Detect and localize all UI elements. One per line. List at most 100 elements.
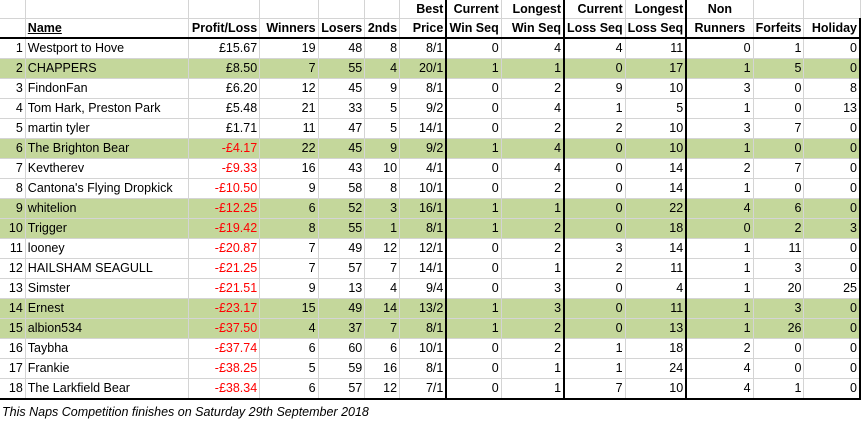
cell-longest-win-seq[interactable]: 4	[501, 38, 566, 59]
cell-profit-loss[interactable]: -£4.17	[188, 138, 261, 159]
cell-profit-loss[interactable]: -£9.33	[188, 158, 261, 179]
cell-winners[interactable]: 6	[259, 198, 319, 219]
cell-best-price[interactable]: 10/1	[399, 338, 448, 359]
cell-losers[interactable]: 45	[318, 138, 366, 159]
cell-seconds[interactable]: 8	[364, 178, 401, 199]
cell-winners[interactable]: 7	[259, 238, 319, 259]
cell-non-runners[interactable]: 4	[686, 198, 754, 219]
cell-non-runners[interactable]: 1	[686, 298, 754, 319]
cell-current-loss-seq[interactable]: 1	[564, 338, 626, 359]
cell-longest-win-seq[interactable]: 1	[501, 198, 566, 219]
cell-longest-win-seq[interactable]: 1	[501, 378, 566, 400]
cell-player-name[interactable]: The Larkfield Bear	[25, 378, 190, 400]
cell-losers[interactable]: 49	[318, 238, 366, 259]
cell-current-win-seq[interactable]: 1	[446, 198, 502, 219]
cell-non-runners[interactable]: 1	[686, 258, 754, 279]
cell-losers[interactable]: 60	[318, 338, 366, 359]
cell-longest-loss-seq[interactable]: 10	[625, 138, 688, 159]
cell-current-win-seq[interactable]: 0	[446, 278, 502, 299]
cell-current-loss-seq[interactable]: 2	[564, 118, 626, 139]
cell-non-runners[interactable]: 1	[686, 278, 754, 299]
cell-current-loss-seq[interactable]: 3	[564, 238, 626, 259]
cell-holiday[interactable]: 0	[803, 358, 861, 379]
cell-non-runners[interactable]: 1	[686, 58, 754, 79]
cell-losers[interactable]: 58	[318, 178, 366, 199]
cell-player-name[interactable]: CHAPPERS	[25, 58, 190, 79]
cell-best-price[interactable]: 14/1	[399, 118, 448, 139]
cell-best-price[interactable]: 13/2	[399, 298, 448, 319]
cell-longest-win-seq[interactable]: 2	[501, 318, 566, 339]
cell-rank[interactable]: 18	[0, 378, 26, 400]
cell-rank[interactable]: 8	[0, 178, 26, 199]
cell-seconds[interactable]: 6	[364, 338, 401, 359]
cell-best-price[interactable]: 7/1	[399, 378, 448, 400]
cell-non-runners[interactable]: 2	[686, 338, 754, 359]
cell-profit-loss[interactable]: £5.48	[188, 98, 261, 119]
cell-current-win-seq[interactable]: 1	[446, 138, 502, 159]
cell-longest-loss-seq[interactable]: 18	[625, 338, 688, 359]
cell-player-name[interactable]: Trigger	[25, 218, 190, 239]
cell-non-runners[interactable]: 1	[686, 178, 754, 199]
cell-profit-loss[interactable]: -£10.50	[188, 178, 261, 199]
cell-player-name[interactable]: Cantona's Flying Dropkick	[25, 178, 190, 199]
cell-current-win-seq[interactable]: 0	[446, 338, 502, 359]
cell-winners[interactable]: 12	[259, 78, 319, 99]
cell-holiday[interactable]: 0	[803, 338, 861, 359]
cell-current-loss-seq[interactable]: 0	[564, 158, 626, 179]
cell-seconds[interactable]: 9	[364, 78, 401, 99]
cell-profit-loss[interactable]: -£20.87	[188, 238, 261, 259]
cell-rank[interactable]: 11	[0, 238, 26, 259]
cell-best-price[interactable]: 8/1	[399, 358, 448, 379]
cell-holiday[interactable]: 3	[803, 218, 861, 239]
cell-winners[interactable]: 8	[259, 218, 319, 239]
cell-rank[interactable]: 2	[0, 58, 26, 79]
cell-seconds[interactable]: 10	[364, 158, 401, 179]
cell-current-win-seq[interactable]: 0	[446, 158, 502, 179]
cell-profit-loss[interactable]: -£37.50	[188, 318, 261, 339]
cell-losers[interactable]: 52	[318, 198, 366, 219]
cell-best-price[interactable]: 9/2	[399, 98, 448, 119]
cell-longest-loss-seq[interactable]: 5	[625, 98, 688, 119]
cell-best-price[interactable]: 4/1	[399, 158, 448, 179]
cell-player-name[interactable]: Westport to Hove	[25, 38, 190, 59]
cell-profit-loss[interactable]: -£21.51	[188, 278, 261, 299]
cell-best-price[interactable]: 9/2	[399, 138, 448, 159]
cell-winners[interactable]: 6	[259, 338, 319, 359]
cell-current-loss-seq[interactable]: 0	[564, 278, 626, 299]
cell-winners[interactable]: 6	[259, 378, 319, 400]
cell-holiday[interactable]: 25	[803, 278, 861, 299]
cell-current-win-seq[interactable]: 0	[446, 98, 502, 119]
cell-winners[interactable]: 7	[259, 58, 319, 79]
cell-losers[interactable]: 45	[318, 78, 366, 99]
cell-current-loss-seq[interactable]: 1	[564, 358, 626, 379]
cell-current-loss-seq[interactable]: 7	[564, 378, 626, 400]
cell-non-runners[interactable]: 4	[686, 358, 754, 379]
cell-winners[interactable]: 16	[259, 158, 319, 179]
cell-holiday[interactable]: 0	[803, 378, 861, 400]
cell-losers[interactable]: 33	[318, 98, 366, 119]
cell-best-price[interactable]: 8/1	[399, 78, 448, 99]
cell-player-name[interactable]: Ernest	[25, 298, 190, 319]
cell-seconds[interactable]: 3	[364, 198, 401, 219]
cell-holiday[interactable]: 8	[803, 78, 861, 99]
cell-losers[interactable]: 57	[318, 258, 366, 279]
cell-non-runners[interactable]: 2	[686, 158, 754, 179]
cell-forfeits[interactable]: 3	[753, 258, 805, 279]
cell-current-loss-seq[interactable]: 0	[564, 138, 626, 159]
cell-forfeits[interactable]: 20	[753, 278, 805, 299]
cell-seconds[interactable]: 4	[364, 58, 401, 79]
cell-forfeits[interactable]: 3	[753, 298, 805, 319]
cell-rank[interactable]: 6	[0, 138, 26, 159]
cell-forfeits[interactable]: 11	[753, 238, 805, 259]
cell-longest-win-seq[interactable]: 1	[501, 258, 566, 279]
cell-player-name[interactable]: Kevtherev	[25, 158, 190, 179]
cell-longest-win-seq[interactable]: 3	[501, 298, 566, 319]
cell-longest-loss-seq[interactable]: 11	[625, 258, 688, 279]
cell-profit-loss[interactable]: -£37.74	[188, 338, 261, 359]
cell-current-loss-seq[interactable]: 0	[564, 318, 626, 339]
cell-rank[interactable]: 17	[0, 358, 26, 379]
cell-losers[interactable]: 13	[318, 278, 366, 299]
cell-current-loss-seq[interactable]: 4	[564, 38, 626, 59]
cell-rank[interactable]: 16	[0, 338, 26, 359]
cell-best-price[interactable]: 9/4	[399, 278, 448, 299]
